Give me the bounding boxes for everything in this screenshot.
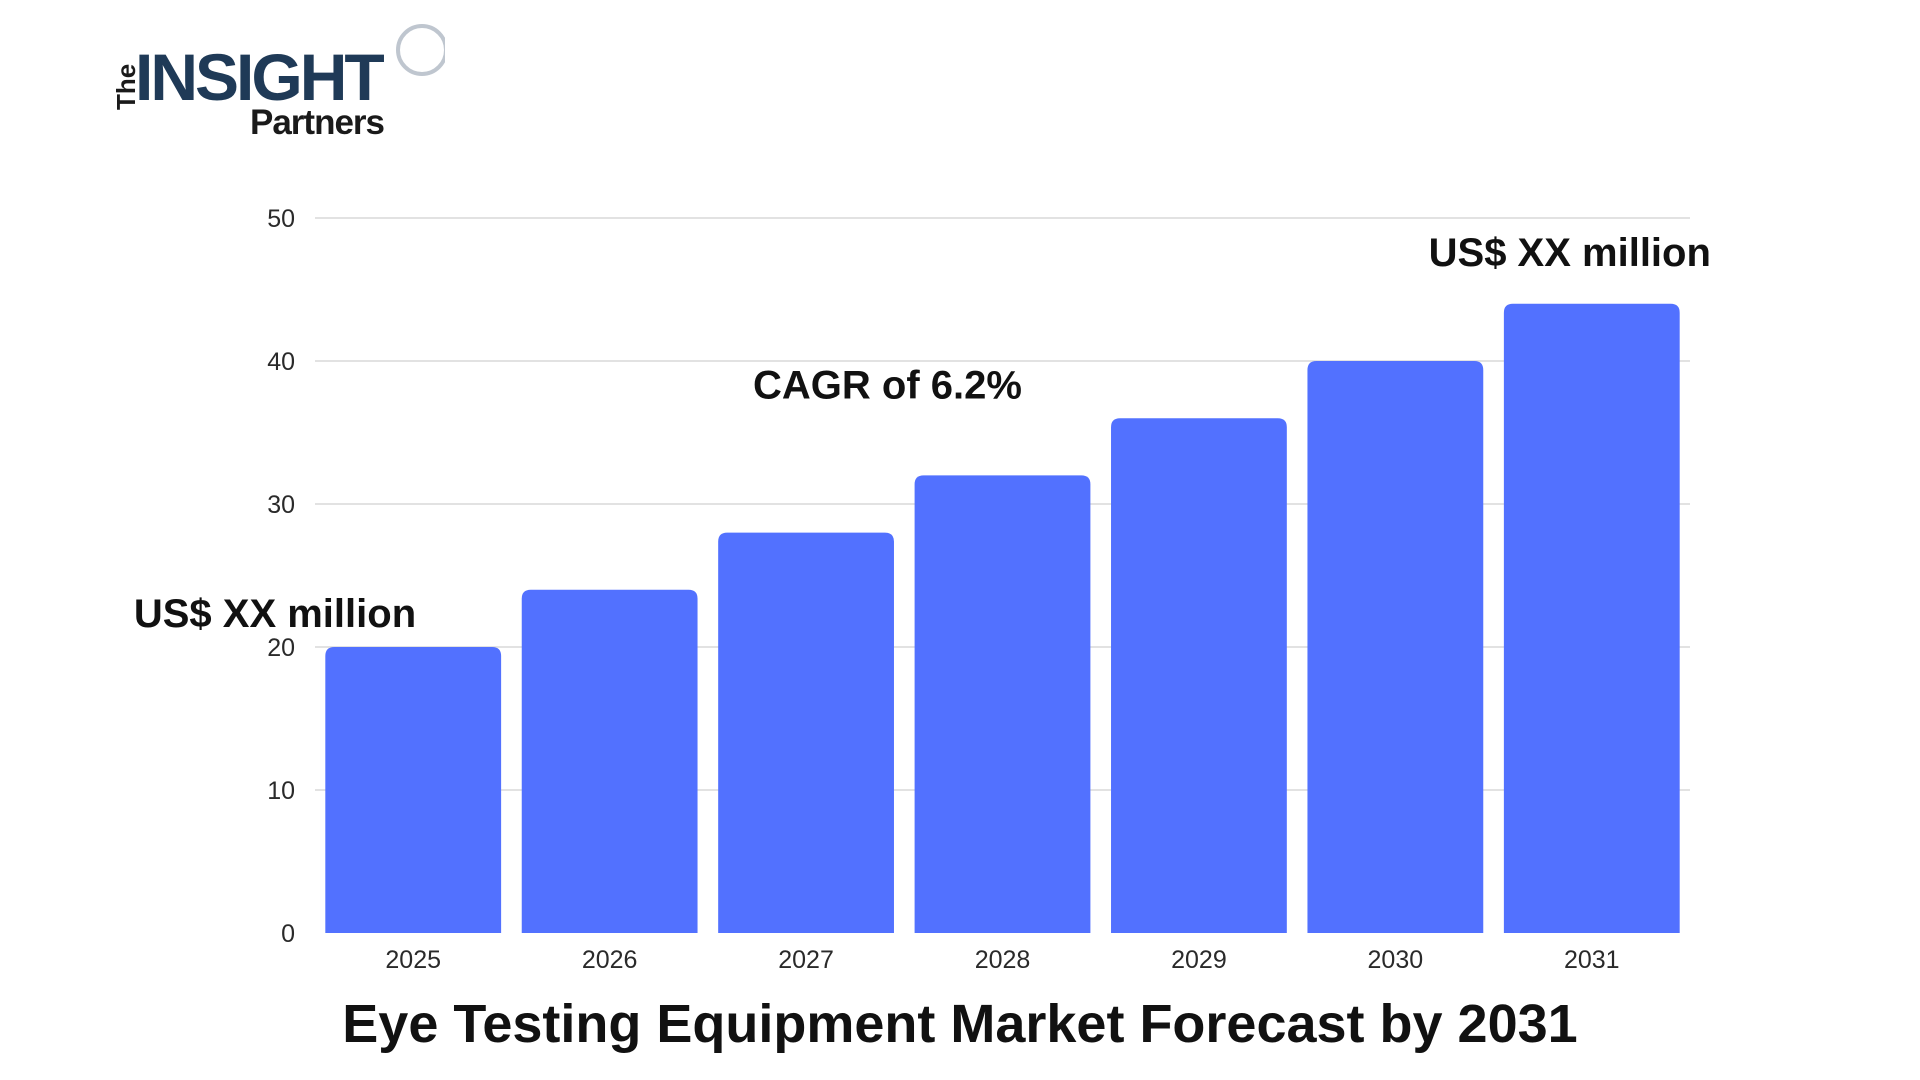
insight-partners-logo: The INSIGHT Partners (111, 24, 445, 142)
bar-2025 (325, 647, 502, 933)
y-tick-label: 50 (267, 205, 295, 233)
x-tick-label: 2028 (975, 946, 1031, 974)
bar-2031 (1503, 303, 1680, 933)
logo-partners-text: Partners (250, 103, 385, 142)
bar-2030 (1307, 361, 1484, 933)
annotation-label: CAGR of 6.2% (753, 363, 1022, 407)
bar-2028 (914, 475, 1091, 933)
x-axis-ticks: 2025 2026 2027 2028 2029 2030 2031 (385, 946, 1619, 974)
x-tick-label: 2030 (1368, 946, 1424, 974)
annotations: US$ XX million CAGR of 6.2% US$ XX million (134, 231, 1711, 636)
x-tick-label: 2026 (582, 946, 638, 974)
y-axis-ticks: 0 10 20 30 40 50 (267, 205, 295, 948)
x-tick-label: 2025 (385, 946, 441, 974)
y-tick-label: 30 (267, 491, 295, 519)
logo-the-text: The (111, 64, 141, 110)
annotation-label: US$ XX million (134, 592, 416, 636)
bar-2026 (521, 589, 698, 933)
chart-title: Eye Testing Equipment Market Forecast by… (342, 994, 1577, 1054)
x-tick-label: 2029 (1171, 946, 1227, 974)
y-tick-label: 40 (267, 348, 295, 376)
bars (325, 303, 1680, 933)
bar-2027 (718, 532, 894, 933)
y-tick-label: 0 (281, 920, 295, 948)
x-tick-label: 2027 (778, 946, 834, 974)
logo-insight-text: INSIGHT (135, 40, 384, 114)
y-tick-label: 10 (267, 777, 295, 805)
bar-2029 (1111, 418, 1287, 933)
x-tick-label: 2031 (1564, 946, 1620, 974)
y-tick-label: 20 (267, 634, 295, 662)
annotation-label: US$ XX million (1429, 231, 1711, 275)
logo-magnifier-icon (396, 24, 445, 76)
